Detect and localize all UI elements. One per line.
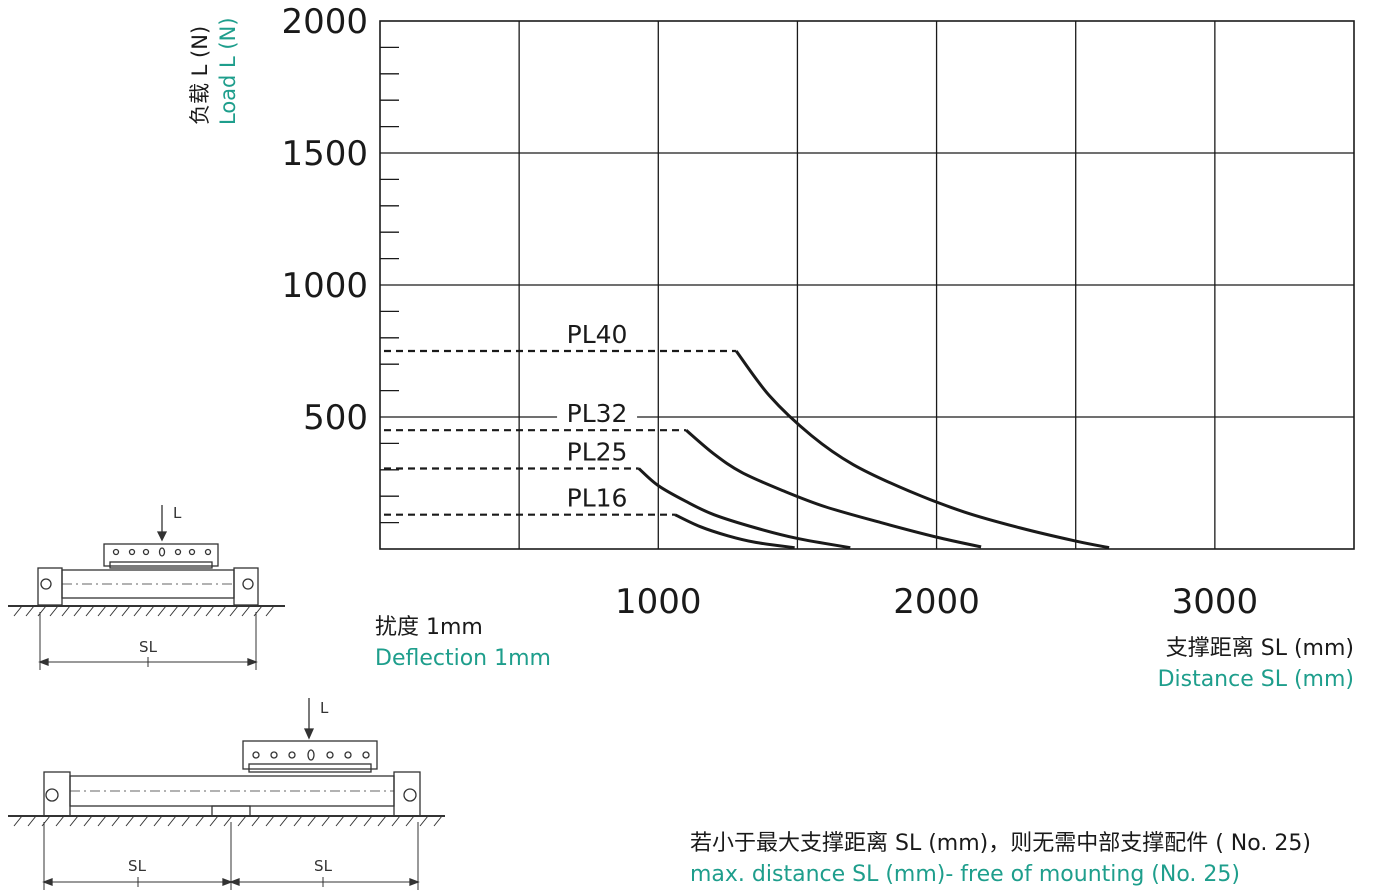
series-label: PL32 — [567, 399, 628, 428]
y-minor-ticks — [380, 46, 399, 524]
y-axis-label-en: Load L (N) — [216, 17, 240, 125]
x-axis-label-cn: 支撑距离 SL (mm) — [1165, 636, 1354, 661]
series-curve — [735, 350, 1110, 550]
deflection-label-en: Deflection 1mm — [375, 646, 551, 671]
y-tick-label: 2000 — [281, 2, 368, 42]
mounting-note-en: max. distance SL (mm)- free of mounting … — [690, 862, 1240, 887]
series-label-bg — [557, 398, 638, 429]
series-label-bg — [557, 319, 638, 349]
series-curve — [685, 429, 982, 549]
mounting-note: 若小于最大支撑距离 SL (mm)，则无需中部支撑配件 ( No. 25) ma… — [690, 828, 1311, 890]
y-tick-label: 1500 — [281, 134, 368, 174]
series-label: PL40 — [567, 320, 628, 349]
series-curve — [637, 467, 851, 550]
chart-grid — [379, 20, 1355, 550]
x-axis-label: 支撑距离 SL (mm) Distance SL (mm) — [1158, 633, 1354, 695]
bottom-span-label-left: SL — [128, 857, 147, 875]
top-load-label: L — [173, 504, 182, 522]
series-label: PL25 — [567, 437, 628, 466]
y-tick-label: 1000 — [281, 266, 368, 306]
x-tick-label: 3000 — [1172, 582, 1259, 622]
y-tick-labels: 500 1000 1500 2000 — [281, 2, 368, 438]
series-pl32: PL32 — [384, 398, 982, 549]
x-tick-labels: 1000 2000 3000 — [615, 582, 1258, 622]
x-tick-label: 2000 — [893, 582, 980, 622]
series-pl25: PL25 — [384, 436, 851, 550]
double-span-diagram — [8, 698, 445, 890]
x-tick-label: 1000 — [615, 582, 702, 622]
series-label-bg — [557, 482, 638, 513]
series-pl40: PL40 — [384, 319, 1110, 550]
bottom-span-label-right: SL — [314, 857, 333, 875]
series-label: PL16 — [567, 484, 628, 513]
deflection-label-cn: 扰度 1mm — [375, 615, 483, 640]
y-axis-label: 负载 L (N) Load L (N) — [186, 17, 242, 125]
chart-series: PL40 PL32 PL25 PL16 — [384, 319, 1110, 550]
y-tick-label: 500 — [303, 398, 368, 438]
deflection-label: 扰度 1mm Deflection 1mm — [375, 612, 551, 674]
bottom-load-label: L — [320, 699, 329, 717]
top-span-label: SL — [139, 638, 158, 656]
series-pl16: PL16 — [384, 482, 795, 550]
series-curve — [674, 513, 795, 550]
single-span-diagram — [8, 505, 285, 670]
mounting-note-cn: 若小于最大支撑距离 SL (mm)，则无需中部支撑配件 ( No. 25) — [690, 831, 1311, 856]
x-axis-label-en: Distance SL (mm) — [1157, 667, 1354, 692]
y-axis-label-cn: 负载 L (N) — [188, 25, 212, 125]
series-label-bg — [557, 436, 638, 467]
